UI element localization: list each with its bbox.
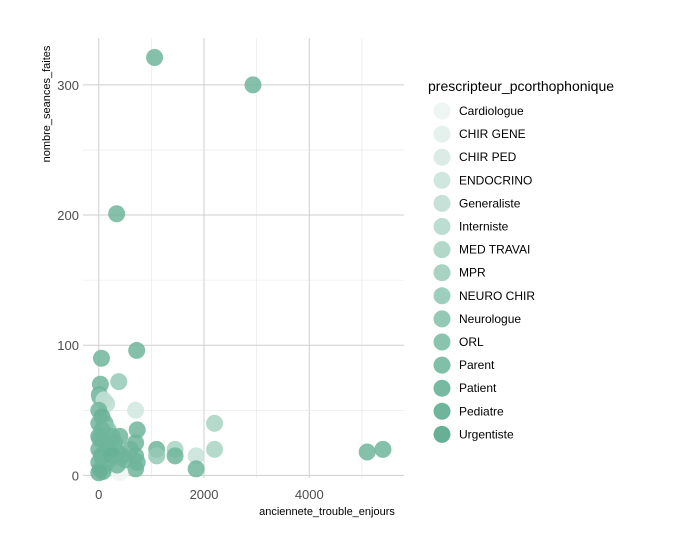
legend-swatch (433, 218, 451, 235)
legend-label: CHIR GENE (459, 127, 526, 141)
legend-swatch (433, 148, 451, 166)
legend-swatch (433, 171, 451, 189)
legend-swatch (433, 125, 451, 143)
data-point (90, 464, 108, 482)
data-point (128, 341, 146, 359)
legend-swatch (433, 194, 451, 212)
legend-swatch (433, 379, 451, 397)
legend-label: Urgentiste (459, 427, 514, 441)
legend-swatch (433, 425, 451, 443)
x-tick-label: 0 (95, 487, 102, 502)
data-point (146, 49, 164, 67)
data-point (127, 401, 145, 419)
legend: Cardiologue CHIR GENE CHIR PED ENDOCRINO Gen… (433, 102, 535, 443)
legend-label: Parent (459, 358, 495, 372)
legend-swatch (433, 402, 451, 420)
legend-label: ORL (459, 335, 484, 349)
y-axis-ticks: 0 100 200 300 (57, 78, 79, 484)
legend-label: Pediatre (459, 404, 504, 418)
y-tick-label: 100 (57, 338, 79, 353)
legend-title: prescripteur_pcorthophonique (428, 78, 614, 94)
x-axis-ticks: 0 2000 4000 (95, 487, 324, 502)
data-point (92, 349, 110, 367)
legend-label: MPR (459, 266, 486, 280)
legend-label: NEURO CHIR (459, 289, 535, 303)
data-point (91, 430, 109, 448)
x-axis-title: anciennete_trouble_enjours (259, 506, 395, 518)
legend-label: MED TRAVAI (459, 243, 530, 257)
data-point (148, 447, 166, 465)
data-point (187, 447, 205, 465)
data-point (166, 447, 184, 465)
data-point (128, 421, 146, 439)
legend-label: Patient (459, 381, 497, 395)
legend-swatch (433, 310, 451, 328)
data-point (108, 205, 126, 223)
data-point (187, 460, 205, 478)
x-tick-label: 2000 (190, 487, 219, 502)
legend-swatch (433, 102, 451, 120)
legend-label: Neurologue (459, 312, 521, 326)
data-point (110, 373, 128, 391)
legend-swatch (433, 356, 451, 374)
y-tick-label: 0 (72, 468, 79, 483)
data-point (121, 440, 139, 458)
y-tick-label: 200 (57, 208, 79, 223)
x-tick-label: 4000 (295, 487, 324, 502)
legend-label: ENDOCRINO (459, 173, 532, 187)
legend-label: CHIR PED (459, 150, 517, 164)
scatter-points (90, 49, 392, 482)
legend-swatch (433, 287, 451, 305)
y-axis-title: nombre_seances_faites (41, 45, 53, 162)
grid-lines (83, 38, 404, 478)
data-point (206, 440, 224, 458)
data-point (358, 443, 376, 461)
legend-swatch (433, 264, 451, 282)
y-tick-label: 300 (57, 78, 79, 93)
legend-label: Generaliste (459, 196, 521, 210)
legend-label: Interniste (459, 220, 509, 234)
data-point (244, 76, 262, 94)
legend-label: Cardiologue (459, 104, 524, 118)
data-point (374, 440, 392, 458)
legend-swatch (433, 241, 451, 259)
legend-swatch (433, 333, 451, 351)
data-point (206, 414, 224, 432)
